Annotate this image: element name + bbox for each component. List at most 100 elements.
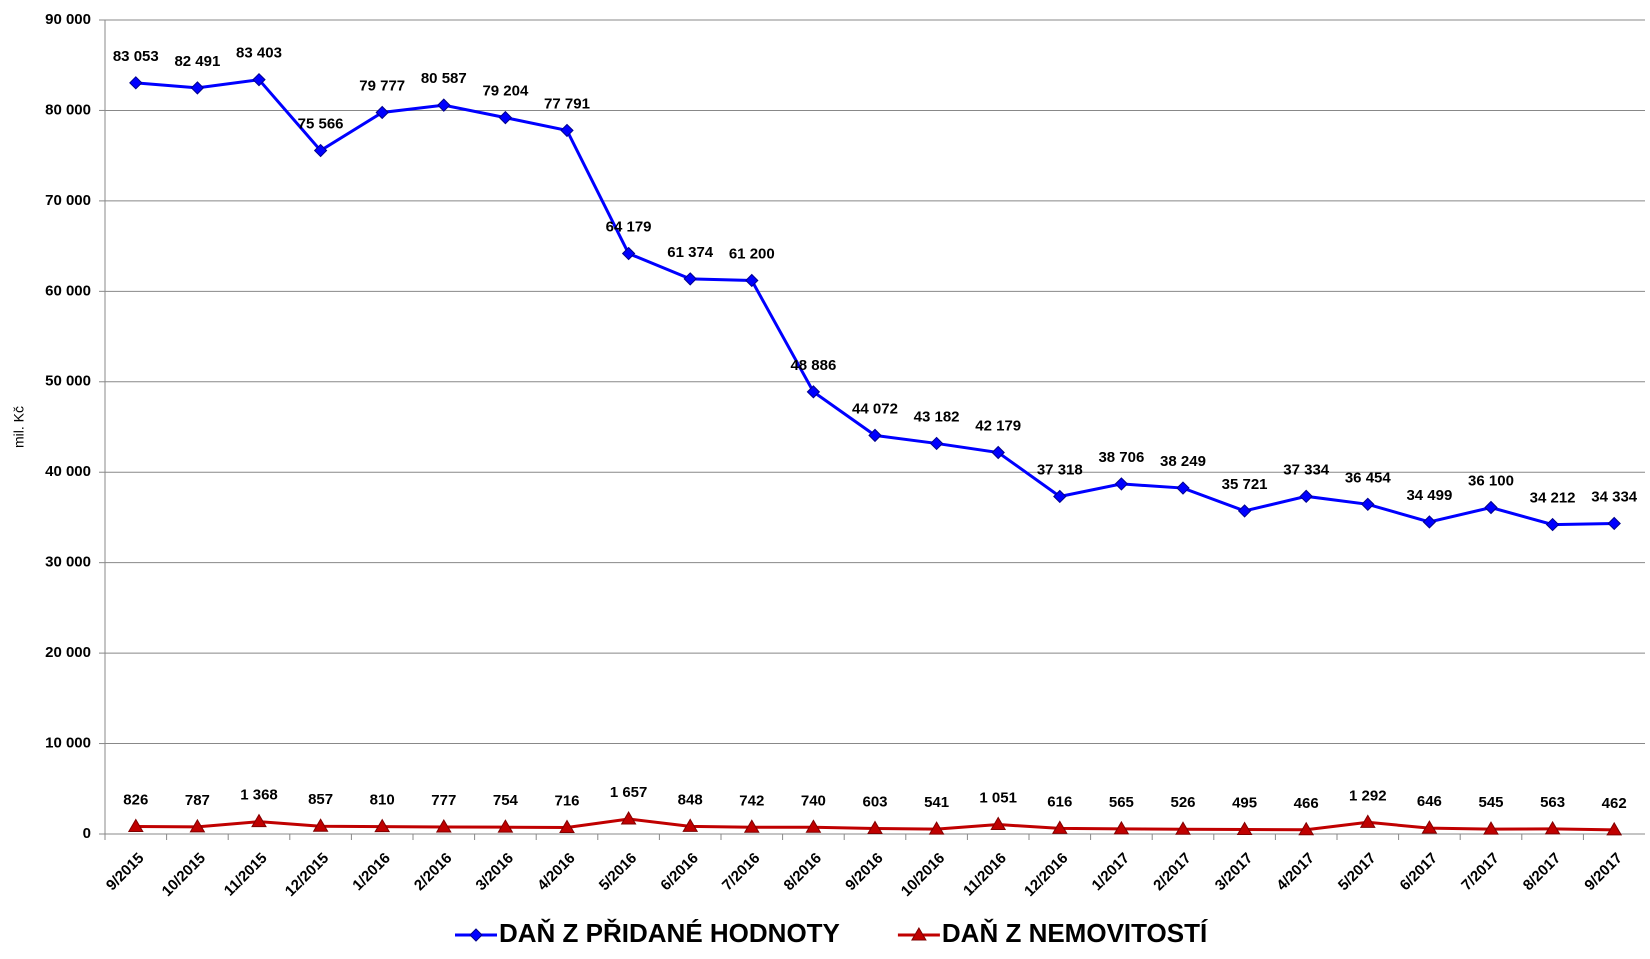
data-label: 48 886	[790, 357, 836, 374]
data-label: 565	[1109, 794, 1134, 811]
x-tick-label: 2/2016	[411, 850, 455, 894]
x-tick-label: 4/2016	[534, 850, 578, 894]
x-tick-label: 9/2017	[1581, 850, 1625, 894]
data-label: 75 566	[298, 116, 344, 133]
data-label: 43 182	[914, 408, 960, 425]
data-point	[990, 816, 1007, 830]
x-tick-label: 1/2016	[349, 850, 393, 894]
legend-label: DAŇ Z NEMOVITOSTÍ	[942, 918, 1208, 948]
legend-label: DAŇ Z PŘIDANÉ HODNOTY	[499, 918, 840, 948]
data-point	[805, 819, 822, 833]
data-point	[1606, 821, 1623, 836]
data-label: 80 587	[421, 70, 467, 87]
data-point	[1484, 500, 1498, 515]
data-point	[435, 818, 452, 833]
data-label: 37 334	[1283, 461, 1330, 478]
data-point	[437, 98, 451, 112]
data-point	[745, 273, 759, 288]
data-label: 740	[801, 792, 826, 809]
x-tick-label: 5/2016	[596, 850, 640, 894]
data-label: 1 292	[1349, 787, 1387, 804]
data-point	[498, 110, 513, 125]
data-label: 646	[1417, 793, 1442, 810]
data-point	[374, 818, 391, 833]
data-point	[129, 76, 143, 90]
data-point	[1176, 481, 1190, 495]
data-point	[928, 821, 945, 835]
data-point	[1175, 821, 1191, 835]
y-tick-label: 0	[83, 825, 91, 842]
data-label: 857	[308, 791, 333, 808]
data-point	[1359, 814, 1376, 828]
data-label: 83 053	[113, 48, 159, 65]
y-tick-label: 20 000	[45, 644, 91, 661]
data-label: 754	[493, 792, 519, 809]
data-label: 79 777	[359, 77, 405, 94]
data-label: 603	[862, 794, 887, 811]
data-point	[127, 818, 144, 833]
data-label: 526	[1170, 794, 1195, 811]
data-label: 826	[123, 791, 148, 808]
data-label: 38 706	[1098, 449, 1144, 466]
y-tick-label: 90 000	[45, 11, 91, 28]
data-point	[621, 246, 636, 261]
x-tick-label: 12/2016	[1021, 850, 1071, 900]
data-label: 35 721	[1222, 476, 1268, 493]
legend-marker	[911, 927, 927, 941]
data-label: 716	[554, 792, 579, 809]
y-tick-label: 70 000	[45, 192, 91, 209]
x-tick-label: 11/2016	[960, 850, 1010, 900]
data-point	[560, 123, 574, 138]
data-label: 42 179	[975, 417, 1021, 434]
data-point	[1298, 821, 1315, 836]
x-tick-label: 12/2015	[282, 850, 332, 900]
data-point	[1607, 516, 1621, 531]
data-label: 44 072	[852, 400, 898, 417]
data-point	[1237, 504, 1252, 518]
y-tick-label: 10 000	[45, 735, 91, 752]
x-tick-label: 10/2016	[898, 850, 948, 900]
x-tick-label: 3/2016	[473, 850, 517, 894]
data-label: 1 657	[610, 784, 648, 801]
data-point	[313, 143, 328, 158]
x-tick-label: 4/2017	[1273, 850, 1317, 894]
data-point	[1422, 515, 1437, 529]
data-label: 563	[1540, 794, 1565, 811]
data-point	[682, 818, 699, 832]
data-label: 64 179	[606, 219, 652, 236]
data-point	[868, 428, 882, 443]
x-tick-label: 3/2017	[1212, 850, 1256, 894]
data-point	[1361, 497, 1375, 512]
x-tick-label: 7/2017	[1458, 850, 1502, 894]
data-label: 36 454	[1345, 469, 1392, 486]
y-tick-label: 80 000	[45, 101, 91, 118]
x-tick-label: 5/2017	[1335, 850, 1379, 894]
data-label: 541	[924, 794, 949, 811]
data-label: 82 491	[174, 53, 220, 70]
x-tick-label: 9/2015	[103, 850, 147, 894]
data-label: 545	[1478, 794, 1503, 811]
data-point	[1544, 820, 1561, 835]
x-tick-label: 7/2016	[719, 850, 763, 894]
data-point	[806, 385, 821, 399]
data-point	[559, 819, 575, 834]
data-label: 848	[678, 791, 703, 808]
data-label: 616	[1047, 793, 1072, 810]
data-point	[252, 72, 266, 87]
data-label: 777	[431, 792, 456, 809]
x-tick-label: 9/2016	[842, 850, 886, 894]
data-point	[312, 818, 329, 832]
y-tick-label: 50 000	[45, 373, 91, 390]
data-point	[1114, 477, 1129, 491]
data-point	[1053, 489, 1067, 504]
data-point	[867, 820, 883, 835]
x-tick-label: 2/2017	[1150, 850, 1194, 894]
y-tick-label: 60 000	[45, 282, 91, 299]
data-label: 462	[1602, 795, 1627, 812]
data-label: 38 249	[1160, 453, 1206, 470]
data-point	[1421, 820, 1438, 834]
data-label: 34 212	[1530, 490, 1576, 507]
data-label: 83 403	[236, 45, 282, 62]
y-tick-label: 40 000	[45, 463, 91, 480]
